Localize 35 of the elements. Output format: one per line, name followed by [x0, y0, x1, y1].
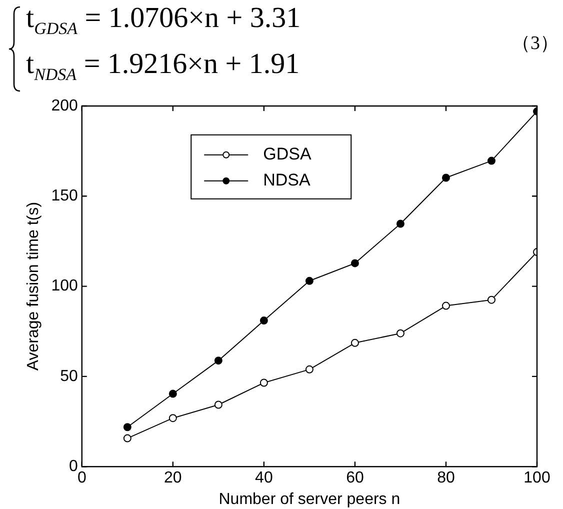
point — [260, 378, 268, 387]
y-axis-title: Average fusion time t(s) — [25, 202, 42, 371]
x-tick-label: 80 — [437, 470, 455, 487]
legend-label: NDSA — [263, 170, 312, 190]
point — [350, 259, 359, 268]
y-tick-label: 100 — [51, 278, 78, 295]
point — [305, 365, 314, 374]
y-tick-label: 150 — [51, 188, 78, 205]
x-axis-title: Number of server peers n — [218, 490, 400, 508]
point — [396, 329, 404, 338]
legend-label: GDSA — [263, 144, 312, 164]
text: t$_{NDSA}$ = 1.9216×n + 1.91 — [26, 48, 300, 85]
point — [487, 296, 496, 304]
y-tick-label: 0 — [68, 458, 78, 476]
y-tick-label: 200 — [51, 97, 78, 114]
point — [396, 220, 404, 228]
point — [260, 316, 268, 325]
text: （3） — [512, 32, 559, 56]
x-tick-label: 40 — [255, 470, 273, 487]
point — [487, 156, 496, 165]
x-tick-label: 100 — [524, 470, 550, 487]
x-tick-label: 20 — [164, 470, 182, 487]
x-tick-label: 60 — [346, 470, 364, 487]
point — [123, 423, 132, 432]
point — [214, 400, 222, 409]
point — [214, 356, 222, 365]
point — [350, 338, 359, 347]
point — [168, 414, 177, 422]
point — [442, 174, 450, 182]
y-tick-label: 50 — [60, 368, 78, 385]
point — [123, 434, 132, 442]
point — [305, 276, 314, 285]
point — [168, 390, 177, 398]
point — [442, 302, 450, 310]
text: t$_{GDSA}$ = 1.0706×n + 3.31 — [26, 2, 301, 39]
